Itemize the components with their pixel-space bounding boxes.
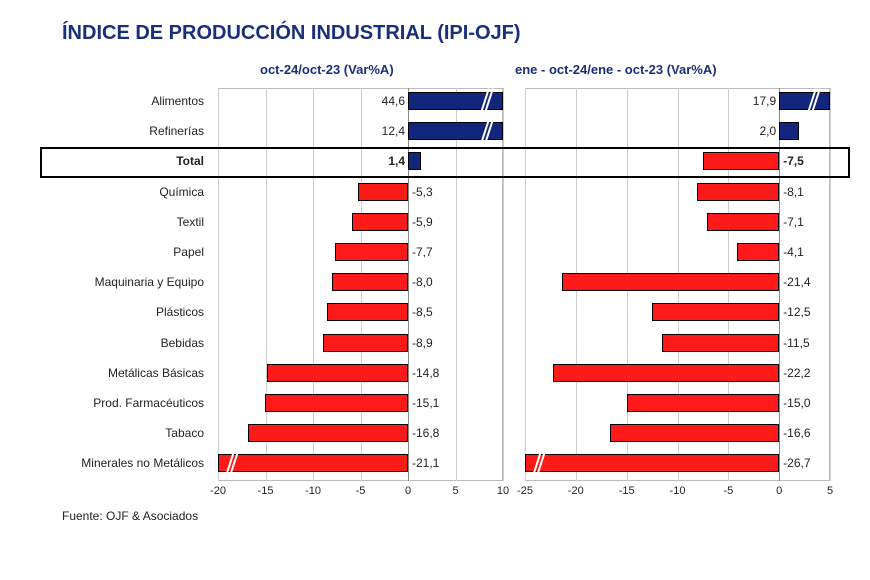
bar-value-label: -8,5 <box>412 299 433 326</box>
bar-value-label: -8,0 <box>412 269 433 296</box>
gridline <box>266 88 267 481</box>
bar <box>562 273 780 291</box>
row-label: Refinerías <box>0 118 210 145</box>
bar <box>323 334 408 352</box>
row-label: Prod. Farmacéuticos <box>0 390 210 417</box>
row-label: Total <box>0 148 210 175</box>
bar-value-label: -12,5 <box>783 299 810 326</box>
bar <box>408 92 503 110</box>
bar <box>707 213 779 231</box>
bar <box>703 152 779 170</box>
bar <box>627 394 780 412</box>
bar-value-label: -16,6 <box>783 420 810 447</box>
chart-footer: Fuente: OJF & Asociados <box>62 509 198 558</box>
bar-value-label: -21,4 <box>783 269 810 296</box>
gridline <box>408 88 409 481</box>
bar-value-label: 17,9 <box>741 88 776 115</box>
bar <box>553 364 779 382</box>
axis-tick-label: -20 <box>210 485 226 536</box>
axis-tick-label: -20 <box>568 485 584 536</box>
bar <box>358 183 408 201</box>
bar-value-label: -22,2 <box>783 360 810 387</box>
chart-area: -20-15-10-50510-25-20-15-10-505Alimentos… <box>0 88 870 518</box>
bar <box>652 303 779 321</box>
bar <box>697 183 779 201</box>
axis-tick-label: 0 <box>405 485 411 536</box>
bar-value-label: -21,1 <box>412 450 439 477</box>
axis-tick-label: 5 <box>827 485 833 536</box>
axis-tick-label: -25 <box>517 485 533 536</box>
right-panel-header: ene - oct-24/ene - oct-23 (Var%A) <box>515 62 717 77</box>
gridline <box>779 88 780 481</box>
axis-tick-label: -5 <box>356 485 366 536</box>
bar-value-label: -15,0 <box>783 390 810 417</box>
gridline <box>525 88 526 481</box>
bar <box>737 243 779 261</box>
axis-tick-label: 10 <box>497 485 509 536</box>
row-label: Química <box>0 179 210 206</box>
bar-value-label: -8,9 <box>412 330 433 357</box>
bar <box>267 364 408 382</box>
bar-value-label: 12,4 <box>370 118 405 145</box>
bar-value-label: -5,3 <box>412 179 433 206</box>
bar <box>779 122 799 140</box>
bar <box>352 213 408 231</box>
page-title: ÍNDICE DE PRODUCCIÓN INDUSTRIAL (IPI-OJF… <box>62 22 521 45</box>
bar <box>327 303 408 321</box>
bar <box>265 394 408 412</box>
axis-tick-label: -10 <box>305 485 321 536</box>
bar-value-label: -7,7 <box>412 239 433 266</box>
axis-tick-label: 5 <box>452 485 458 536</box>
bar-value-label: -7,5 <box>783 148 804 175</box>
bar-value-label: -11,5 <box>783 330 809 357</box>
bar <box>408 122 503 140</box>
row-label: Textil <box>0 209 210 236</box>
row-label: Plásticos <box>0 299 210 326</box>
bar <box>408 152 421 170</box>
bar-value-label: -5,9 <box>412 209 433 236</box>
bar-value-label: 44,6 <box>370 88 405 115</box>
bar <box>779 92 830 110</box>
axis-tick-label: -5 <box>723 485 733 536</box>
bar-value-label: -4,1 <box>783 239 804 266</box>
bar <box>332 273 408 291</box>
axis-tick-label: -10 <box>670 485 686 536</box>
row-label: Minerales no Metálicos <box>0 450 210 477</box>
axis-tick-label: -15 <box>258 485 274 536</box>
bar-value-label: -15,1 <box>412 390 439 417</box>
bar-value-label: 2,0 <box>741 118 776 145</box>
row-label: Bebidas <box>0 330 210 357</box>
bar <box>610 424 779 442</box>
bar-value-label: -8,1 <box>783 179 804 206</box>
bar <box>662 334 779 352</box>
axis-tick-label: -15 <box>619 485 635 536</box>
left-panel-header: oct-24/oct-23 (Var%A) <box>260 62 394 77</box>
row-label: Metálicas Básicas <box>0 360 210 387</box>
axis-tick-label: 0 <box>776 485 782 536</box>
gridline <box>313 88 314 481</box>
bar-value-label: -26,7 <box>783 450 810 477</box>
bar-value-label: -14,8 <box>412 360 439 387</box>
bar <box>525 454 779 472</box>
bar <box>218 454 408 472</box>
row-label: Papel <box>0 239 210 266</box>
bar-value-label: 1,4 <box>370 148 405 175</box>
row-label: Alimentos <box>0 88 210 115</box>
gridline <box>218 88 219 481</box>
bar-value-label: -16,8 <box>412 420 439 447</box>
row-label: Maquinaria y Equipo <box>0 269 210 296</box>
gridline <box>503 88 504 481</box>
gridline <box>830 88 831 481</box>
bar <box>335 243 408 261</box>
row-label: Tabaco <box>0 420 210 447</box>
gridline <box>456 88 457 481</box>
bar-value-label: -7,1 <box>783 209 804 236</box>
bar <box>248 424 408 442</box>
